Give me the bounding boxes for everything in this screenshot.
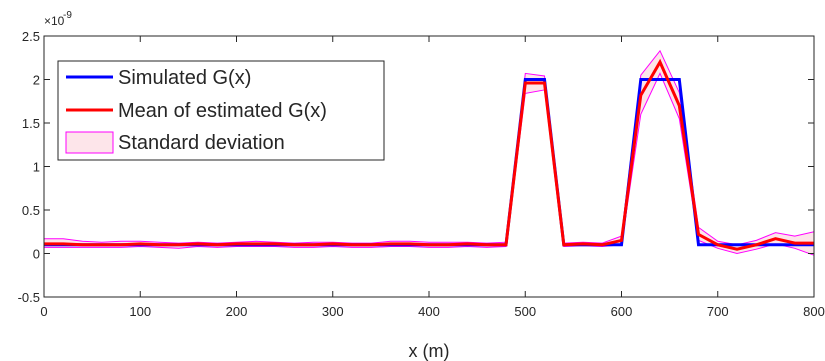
x-tick-label: 500: [514, 304, 536, 319]
y-tick-label: 2: [33, 73, 40, 88]
legend: Simulated G(x) Mean of estimated G(x) St…: [57, 60, 385, 161]
legend-label-mean: Mean of estimated G(x): [118, 100, 327, 122]
x-tick-label: 400: [418, 304, 440, 319]
y-tick-label: 1.5: [22, 116, 40, 131]
y-tick-label: 0.5: [22, 203, 40, 218]
y-tick-label: 1: [33, 160, 40, 175]
legend-label-std: Standard deviation: [118, 132, 285, 154]
x-axis: 0 100 200 300 400 500 600 700 800: [40, 36, 825, 319]
y-exponent-power: -9: [63, 10, 72, 21]
x-tick-label: 800: [803, 304, 825, 319]
x-tick-label: 100: [129, 304, 151, 319]
x-axis-label: x (m): [409, 341, 450, 361]
x-tick-label: 0: [40, 304, 47, 319]
x-tick-label: 300: [322, 304, 344, 319]
y-exponent-base: ×10: [44, 14, 65, 28]
y-tick-label: -0.5: [18, 290, 40, 305]
y-axis: -0.5 0 0.5 1 1.5 2 2.5: [18, 29, 814, 305]
legend-label-simulated: Simulated G(x): [118, 67, 251, 89]
x-tick-label: 700: [707, 304, 729, 319]
x-tick-label: 200: [226, 304, 248, 319]
legend-swatch-std: [65, 131, 114, 154]
y-tick-label: 0: [33, 247, 40, 262]
series-line-mean: [44, 58, 814, 251]
series-layer: [44, 58, 814, 251]
x-tick-label: 600: [611, 304, 633, 319]
y-tick-label: 2.5: [22, 29, 40, 44]
std-band-lower-edge: [44, 72, 815, 256]
